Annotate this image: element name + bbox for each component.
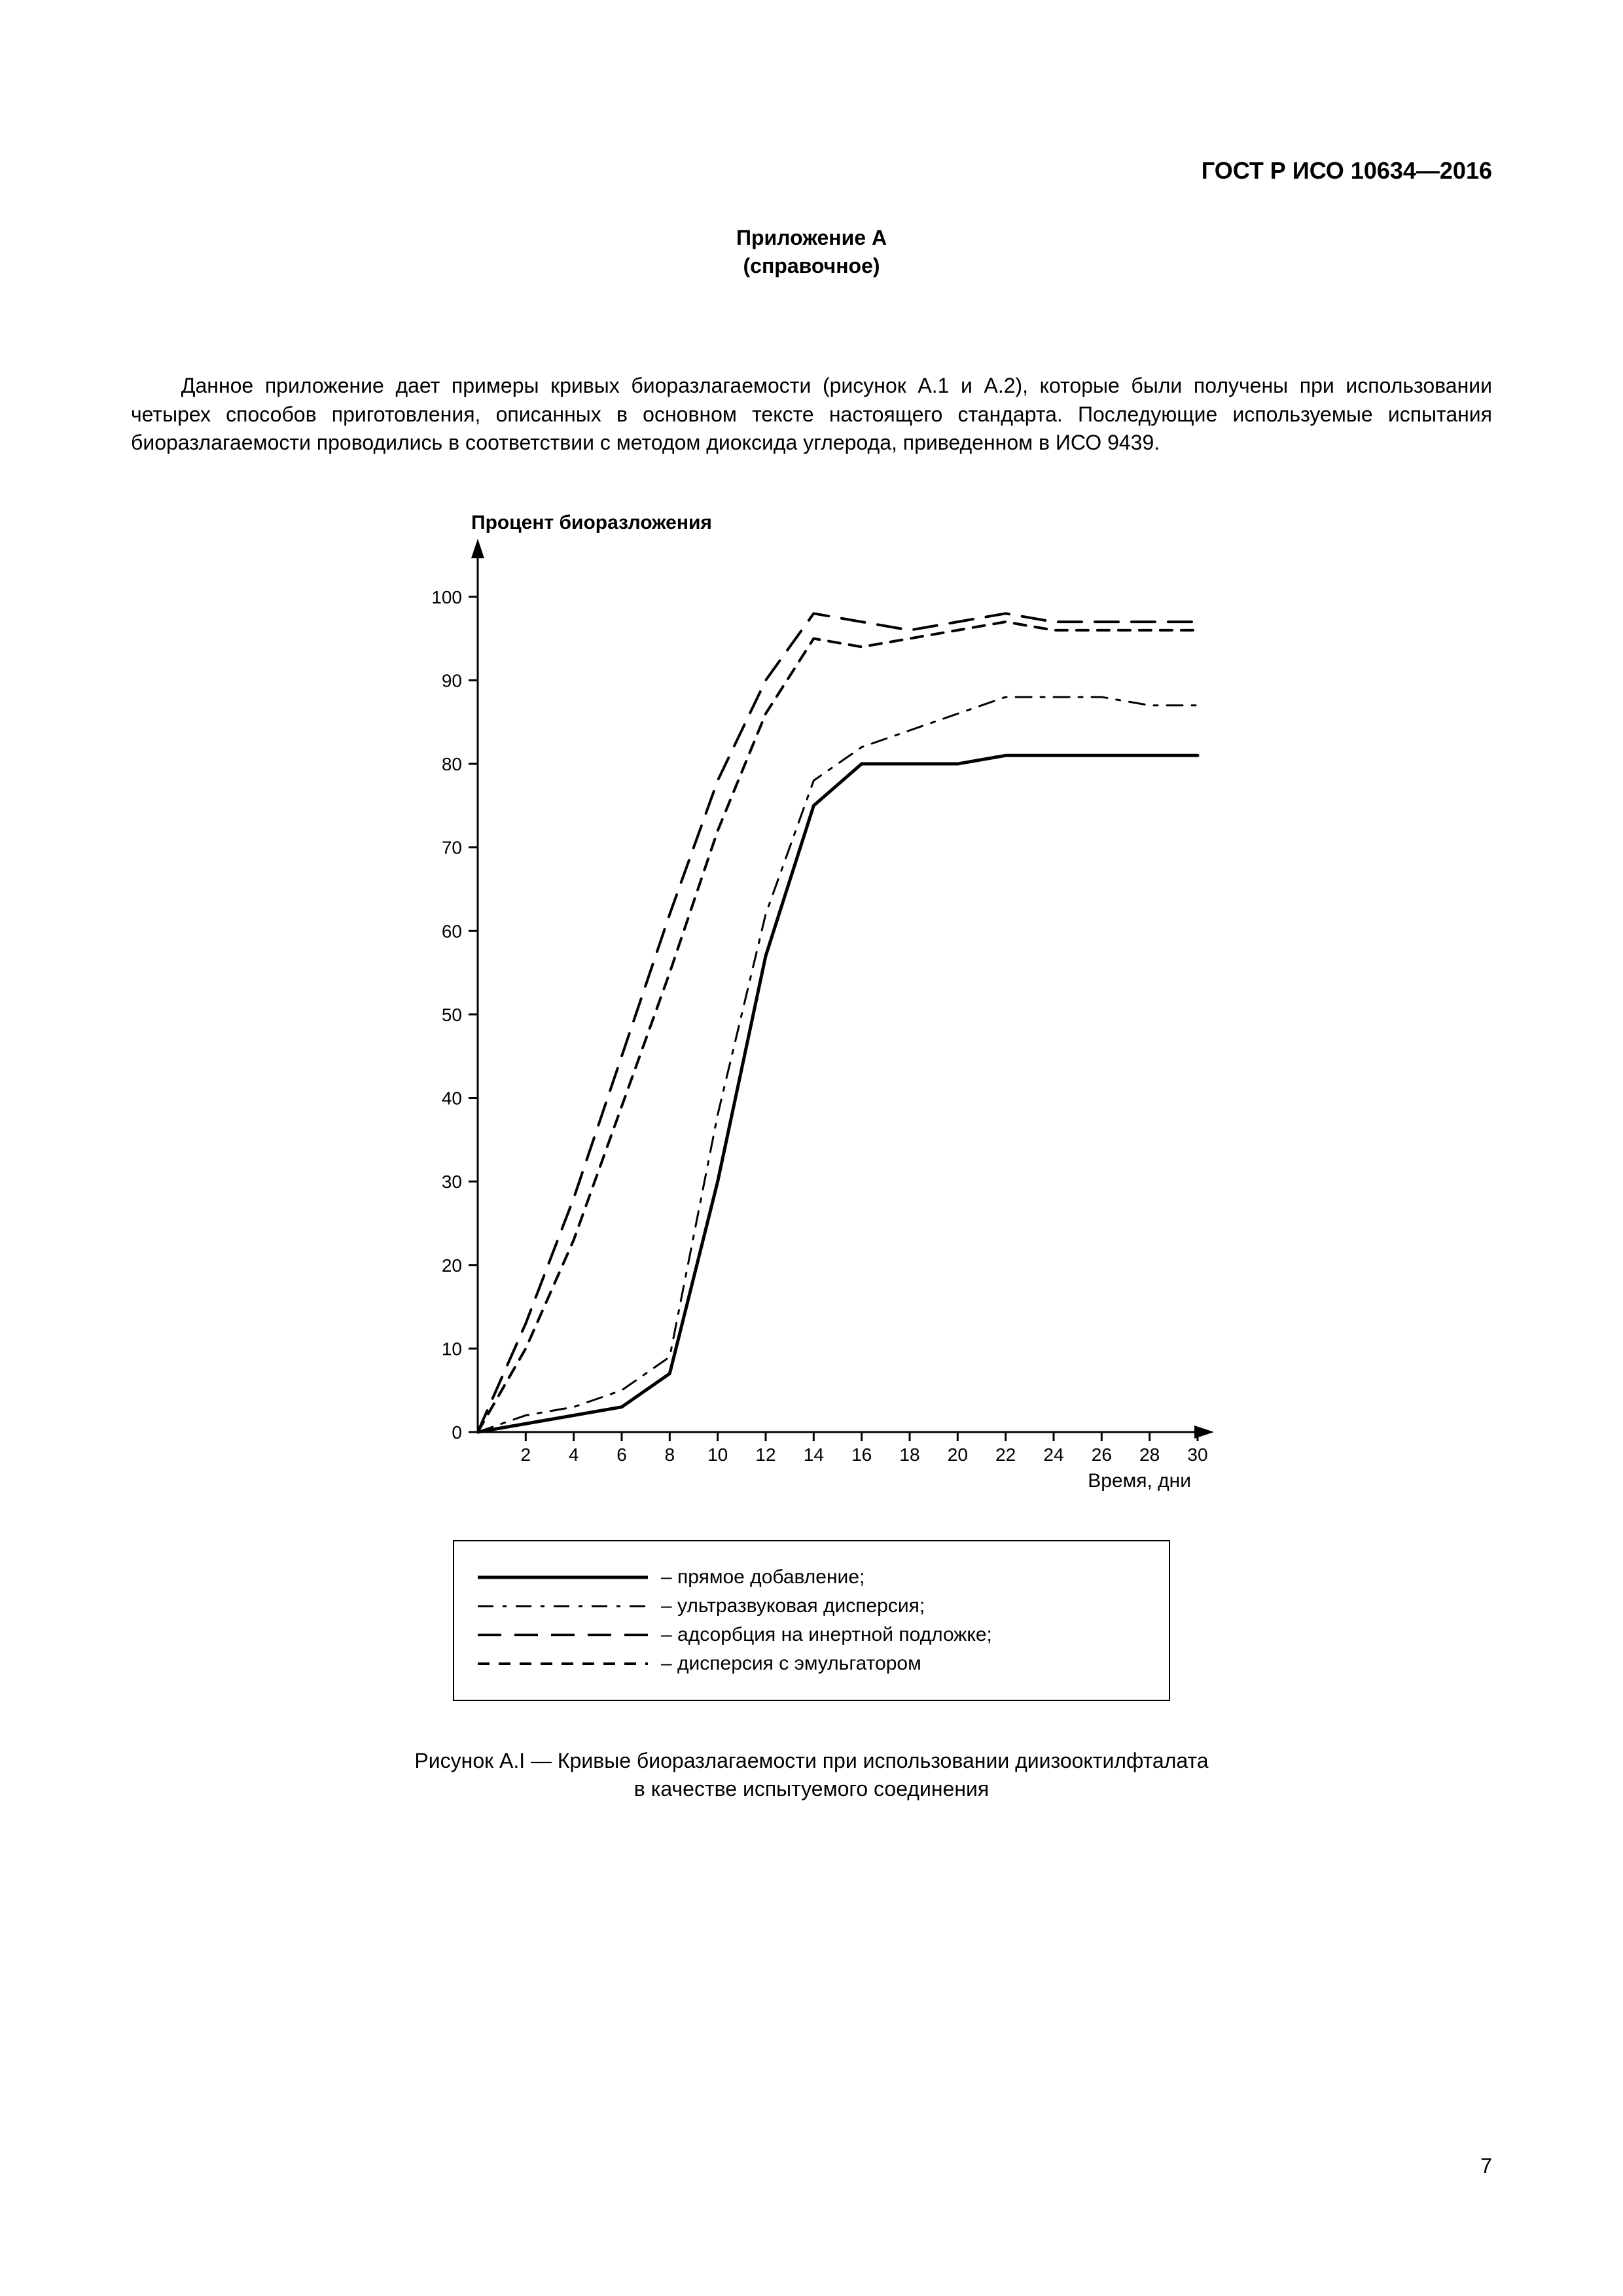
series-adsorption [478,613,1198,1432]
svg-text:28: 28 [1139,1444,1160,1465]
legend-row-adsorption: – адсорбция на инертной подложке; [478,1624,1145,1646]
legend-row-direct: – прямое добавление; [478,1566,1145,1588]
svg-text:22: 22 [995,1444,1016,1465]
chart-svg: Процент биоразложения 0 10 20 30 40 50 60 70 80 90… [386,496,1237,1517]
legend-row-ultrasonic: – ультразвуковая дисперсия; [478,1595,1145,1617]
figure-caption-line1: Рисунок А.I — Кривые биоразлагаемости пр… [414,1749,1208,1772]
biodegradation-chart: Процент биоразложения 0 10 20 30 40 50 60 70 80 90… [386,496,1237,1520]
svg-text:0: 0 [452,1422,462,1443]
appendix-title-line2: (справочное) [743,254,880,278]
svg-text:12: 12 [755,1444,776,1465]
svg-text:2: 2 [521,1444,531,1465]
svg-text:14: 14 [804,1444,824,1465]
intro-paragraph: Данное приложение дает примеры кривых би… [131,372,1492,457]
legend-row-emulsifier: – дисперсия с эмульгатором [478,1653,1145,1675]
svg-text:20: 20 [948,1444,968,1465]
svg-text:60: 60 [442,921,462,941]
svg-text:40: 40 [442,1088,462,1108]
svg-text:80: 80 [442,754,462,774]
svg-text:20: 20 [442,1255,462,1276]
legend-label-direct: – прямое добавление; [661,1566,865,1588]
legend: – прямое добавление; – ультразвуковая дис… [453,1540,1170,1701]
appendix-title-line1: Приложение А [736,226,887,249]
svg-text:16: 16 [851,1444,872,1465]
svg-text:Время, дни: Время, дни [1088,1470,1191,1492]
svg-text:30: 30 [1187,1444,1207,1465]
series-ultrasonic [478,697,1198,1432]
document-header: ГОСТ Р ИСО 10634—2016 [131,157,1492,185]
svg-text:90: 90 [442,670,462,691]
appendix-title: Приложение А (справочное) [131,224,1492,280]
svg-text:18: 18 [899,1444,919,1465]
svg-text:24: 24 [1043,1444,1063,1465]
figure-caption-line2: в качестве испытуемого соединения [634,1777,989,1801]
svg-text:10: 10 [707,1444,728,1465]
svg-text:Процент биоразложения: Процент биоразложения [471,512,712,533]
series-direct [478,755,1198,1432]
legend-swatch-adsorption [478,1626,648,1644]
svg-text:30: 30 [442,1172,462,1192]
page-number: 7 [1480,2154,1492,2178]
svg-text:70: 70 [442,838,462,858]
figure-caption: Рисунок А.I — Кривые биоразлагаемости пр… [131,1747,1492,1803]
legend-label-adsorption: – адсорбция на инертной подложке; [661,1624,992,1646]
svg-text:8: 8 [665,1444,675,1465]
svg-text:6: 6 [616,1444,627,1465]
svg-text:50: 50 [442,1005,462,1025]
series-emulsifier [478,622,1198,1432]
page-content: ГОСТ Р ИСО 10634—2016 Приложение А (спра… [131,157,1492,2178]
svg-text:26: 26 [1092,1444,1112,1465]
svg-text:4: 4 [569,1444,579,1465]
legend-swatch-direct [478,1568,648,1587]
legend-label-emulsifier: – дисперсия с эмульгатором [661,1653,921,1675]
legend-swatch-ultrasonic [478,1597,648,1615]
legend-label-ultrasonic: – ультразвуковая дисперсия; [661,1595,925,1617]
svg-text:10: 10 [442,1338,462,1359]
svg-text:100: 100 [431,587,462,607]
legend-swatch-emulsifier [478,1655,648,1673]
